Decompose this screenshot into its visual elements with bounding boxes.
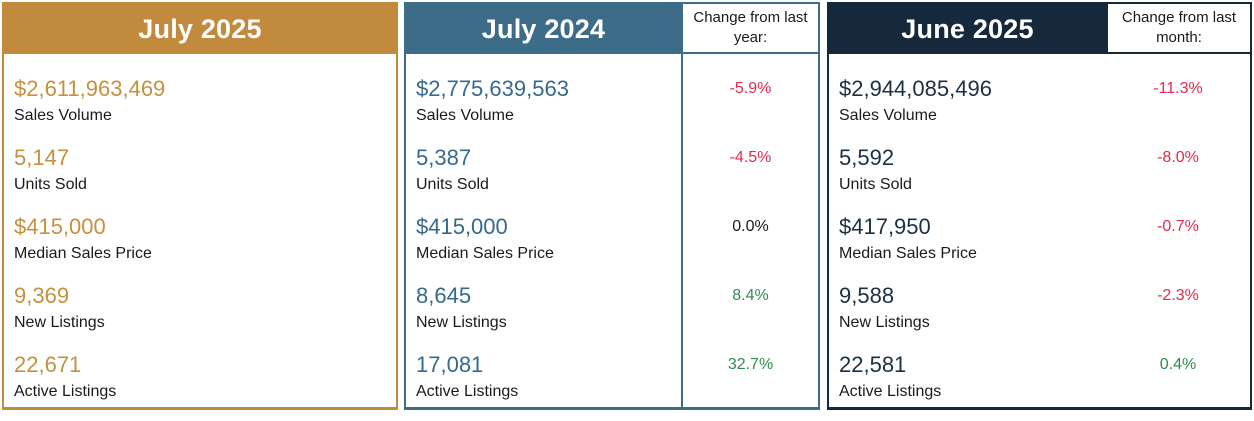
metric-median-sales-price: $415,000 Median Sales Price — [14, 212, 396, 281]
metric-label: New Listings — [839, 314, 930, 331]
panel-july-2025: July 2025 $2,611,963,469 Sales Volume 5,… — [2, 2, 398, 410]
panel-title: July 2024 — [406, 4, 681, 54]
metric-value: 9,369 — [14, 283, 70, 308]
metric-new-listings: 9,369 New Listings — [14, 281, 396, 350]
change-column: -5.9% -4.5% 0.0% 8.4% 32.7% — [681, 54, 818, 407]
panel-july-2025-header: July 2025 — [4, 4, 396, 54]
metric-active-listings: 22,671 Active Listings — [14, 350, 396, 407]
change-value: 0.0% — [732, 218, 769, 235]
metric-value: $2,775,639,563 — [416, 76, 569, 101]
metric-value: 8,645 — [416, 283, 472, 308]
metric-label: New Listings — [416, 314, 507, 331]
change-value: 0.4% — [1159, 356, 1197, 373]
change-value: -2.3% — [1157, 287, 1199, 304]
metric-label: Units Sold — [839, 176, 912, 193]
panel-july-2025-body: $2,611,963,469 Sales Volume 5,147 Units … — [4, 54, 396, 407]
metric-label: Active Listings — [839, 383, 942, 400]
metric-label: New Listings — [14, 314, 105, 331]
metric-label: Sales Volume — [416, 107, 514, 124]
metric-label: Active Listings — [416, 383, 519, 400]
metrics-column: $2,775,639,563 Sales Volume 5,387 Units … — [406, 54, 681, 407]
metrics-column: $2,611,963,469 Sales Volume 5,147 Units … — [4, 54, 396, 407]
change-value: -11.3% — [1153, 80, 1203, 97]
metric-value: 22,671 — [14, 352, 82, 377]
metric-value: 9,588 — [839, 283, 895, 308]
change-column-header: Change from last year: — [681, 4, 818, 54]
panel-june-2025-body: $2,944,085,496 Sales Volume 5,592 Units … — [829, 54, 1250, 407]
panel-june-2025: June 2025 Change from last month: $2,944… — [827, 2, 1252, 410]
metric-label: Median Sales Price — [416, 245, 554, 262]
metric-value: 22,581 — [839, 352, 907, 377]
change-value: 8.4% — [732, 287, 769, 304]
metric-active-listings: 22,581 Active Listings — [839, 350, 1106, 407]
metric-units-sold: 5,592 Units Sold — [839, 143, 1106, 212]
metric-units-sold: 5,387 Units Sold — [416, 143, 681, 212]
metric-label: Median Sales Price — [14, 245, 152, 262]
change-value: -0.7% — [1157, 218, 1199, 235]
metric-value: 17,081 — [416, 352, 484, 377]
metric-label: Sales Volume — [839, 107, 937, 124]
metric-label: Units Sold — [416, 176, 489, 193]
change-column-header: Change from last month: — [1106, 4, 1250, 54]
metric-units-sold: 5,147 Units Sold — [14, 143, 396, 212]
metric-sales-volume: $2,944,085,496 Sales Volume — [839, 74, 1106, 143]
metric-value: $417,950 — [839, 214, 931, 239]
panel-june-2025-header: June 2025 Change from last month: — [829, 4, 1250, 54]
change-value: 32.7% — [727, 356, 774, 373]
change-column: -11.3% -8.0% -0.7% -2.3% 0.4% — [1106, 54, 1250, 407]
metric-median-sales-price: $415,000 Median Sales Price — [416, 212, 681, 281]
metric-sales-volume: $2,611,963,469 Sales Volume — [14, 74, 396, 143]
metric-label: Active Listings — [14, 383, 117, 400]
change-value: -8.0% — [1157, 149, 1199, 166]
metric-label: Units Sold — [14, 176, 87, 193]
change-value: -5.9% — [729, 80, 772, 97]
panel-july-2024: July 2024 Change from last year: $2,775,… — [404, 2, 820, 410]
metric-value: $415,000 — [14, 214, 106, 239]
panel-title: July 2025 — [4, 4, 396, 54]
metric-value: $415,000 — [416, 214, 508, 239]
metric-active-listings: 17,081 Active Listings — [416, 350, 681, 407]
metric-value: 5,387 — [416, 145, 472, 170]
metric-value: $2,611,963,469 — [14, 76, 166, 101]
metrics-column: $2,944,085,496 Sales Volume 5,592 Units … — [829, 54, 1106, 407]
metric-value: 5,147 — [14, 145, 70, 170]
metric-value: $2,944,085,496 — [839, 76, 992, 101]
panel-july-2024-header: July 2024 Change from last year: — [406, 4, 818, 54]
metric-label: Median Sales Price — [839, 245, 977, 262]
metric-new-listings: 8,645 New Listings — [416, 281, 681, 350]
metric-value: 5,592 — [839, 145, 895, 170]
metric-median-sales-price: $417,950 Median Sales Price — [839, 212, 1106, 281]
panel-july-2024-body: $2,775,639,563 Sales Volume 5,387 Units … — [406, 54, 818, 407]
panel-title: June 2025 — [829, 4, 1106, 54]
change-value: -4.5% — [729, 149, 772, 166]
metric-new-listings: 9,588 New Listings — [839, 281, 1106, 350]
metric-label: Sales Volume — [14, 107, 112, 124]
metric-sales-volume: $2,775,639,563 Sales Volume — [416, 74, 681, 143]
